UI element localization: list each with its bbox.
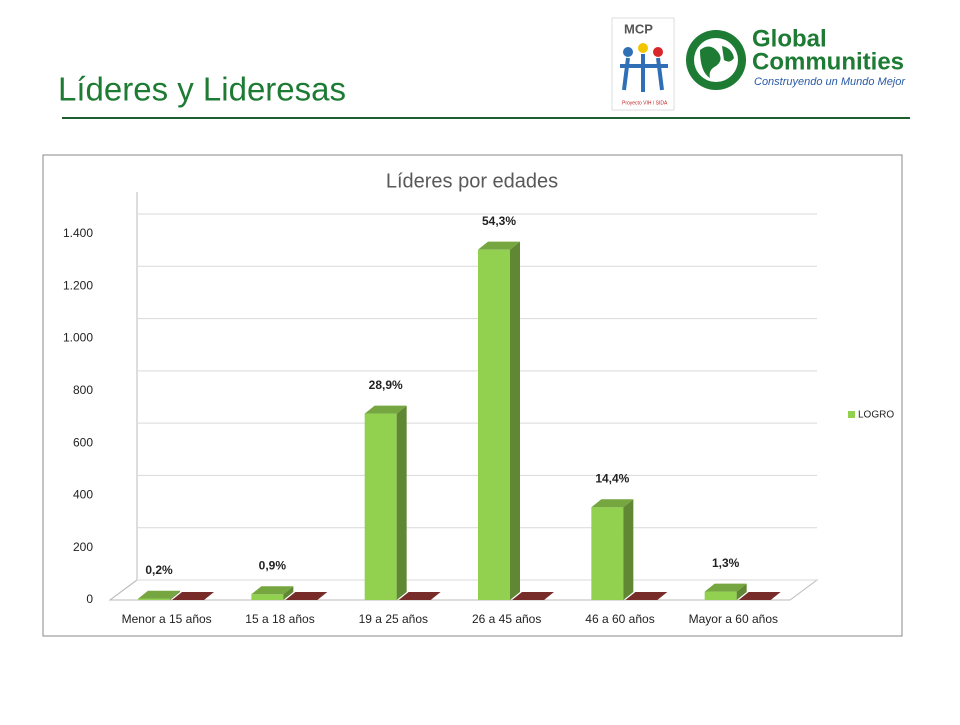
y-tick-label: 600 [73,435,93,449]
bar-side [170,590,180,600]
x-tick-label: 26 a 45 años [472,612,541,626]
mcp-text: MCP [624,21,653,36]
figure [653,47,663,57]
bar-top [364,405,407,414]
legend-label: LOGRO [858,410,894,421]
x-tick-label: 19 a 25 años [359,612,428,626]
bar-top [512,592,554,600]
data-label: 54,3% [482,214,516,228]
bar-top [738,592,781,600]
x-tick-label: 46 a 60 años [585,612,654,626]
figure [638,43,648,53]
bar-top [478,241,520,250]
data-label: 0,2% [145,563,173,577]
figure [623,47,633,57]
bar-side [736,583,747,600]
data-label: 28,9% [369,378,403,392]
bar-top [172,592,214,600]
gc-logo: Global Communities Construyendo un Mundo… [686,25,906,90]
bar-front [364,413,397,600]
data-label: 0,9% [259,558,287,572]
bar-side [623,499,634,600]
y-tick-label: 400 [73,488,93,502]
x-tick-label: Mayor a 60 años [689,612,778,626]
bar-top [138,590,180,599]
bar-side [396,405,407,600]
y-axis [109,579,138,601]
y-tick-label: 1.000 [63,331,93,345]
y-tick-label: 1.200 [63,278,93,292]
gc-tagline: Construyendo un Mundo Mejor [754,76,906,88]
y-tick-label: 800 [73,383,93,397]
data-label: 14,4% [595,471,629,485]
bar-top [285,592,328,600]
gc-line1: Global [752,25,827,52]
mcp-note: Proyecto VIH / SIDA [622,100,668,106]
bar-top [625,592,668,600]
y-tick-label: 1.400 [63,226,93,240]
bar-front [704,591,737,600]
slide-title: Líderes y Lideresas [58,71,346,108]
x-tick-label: 15 a 18 años [245,612,314,626]
chart-title: Líderes por edades [386,170,558,192]
bar-side [510,241,520,600]
chart-frame [42,154,903,637]
bar-top [251,586,294,595]
bar-top [398,592,441,600]
bar-front [251,594,284,600]
figures [620,54,668,92]
data-label: 1,3% [712,556,740,570]
x-tick-label: Menor a 15 años [122,612,212,626]
bar-front [138,598,170,600]
gc-line2: Communities [752,48,904,75]
legend-swatch [848,411,855,418]
bar-top [704,583,747,592]
y-tick-label: 0 [86,592,93,606]
continents [700,46,734,78]
mcp-logo: MCP Proyecto VIH / SIDA [611,17,675,111]
y-tick-label: 200 [73,540,93,554]
bar-front [591,507,624,600]
bar-top [591,499,634,508]
bar-front [478,249,510,600]
bar-side [283,586,294,600]
